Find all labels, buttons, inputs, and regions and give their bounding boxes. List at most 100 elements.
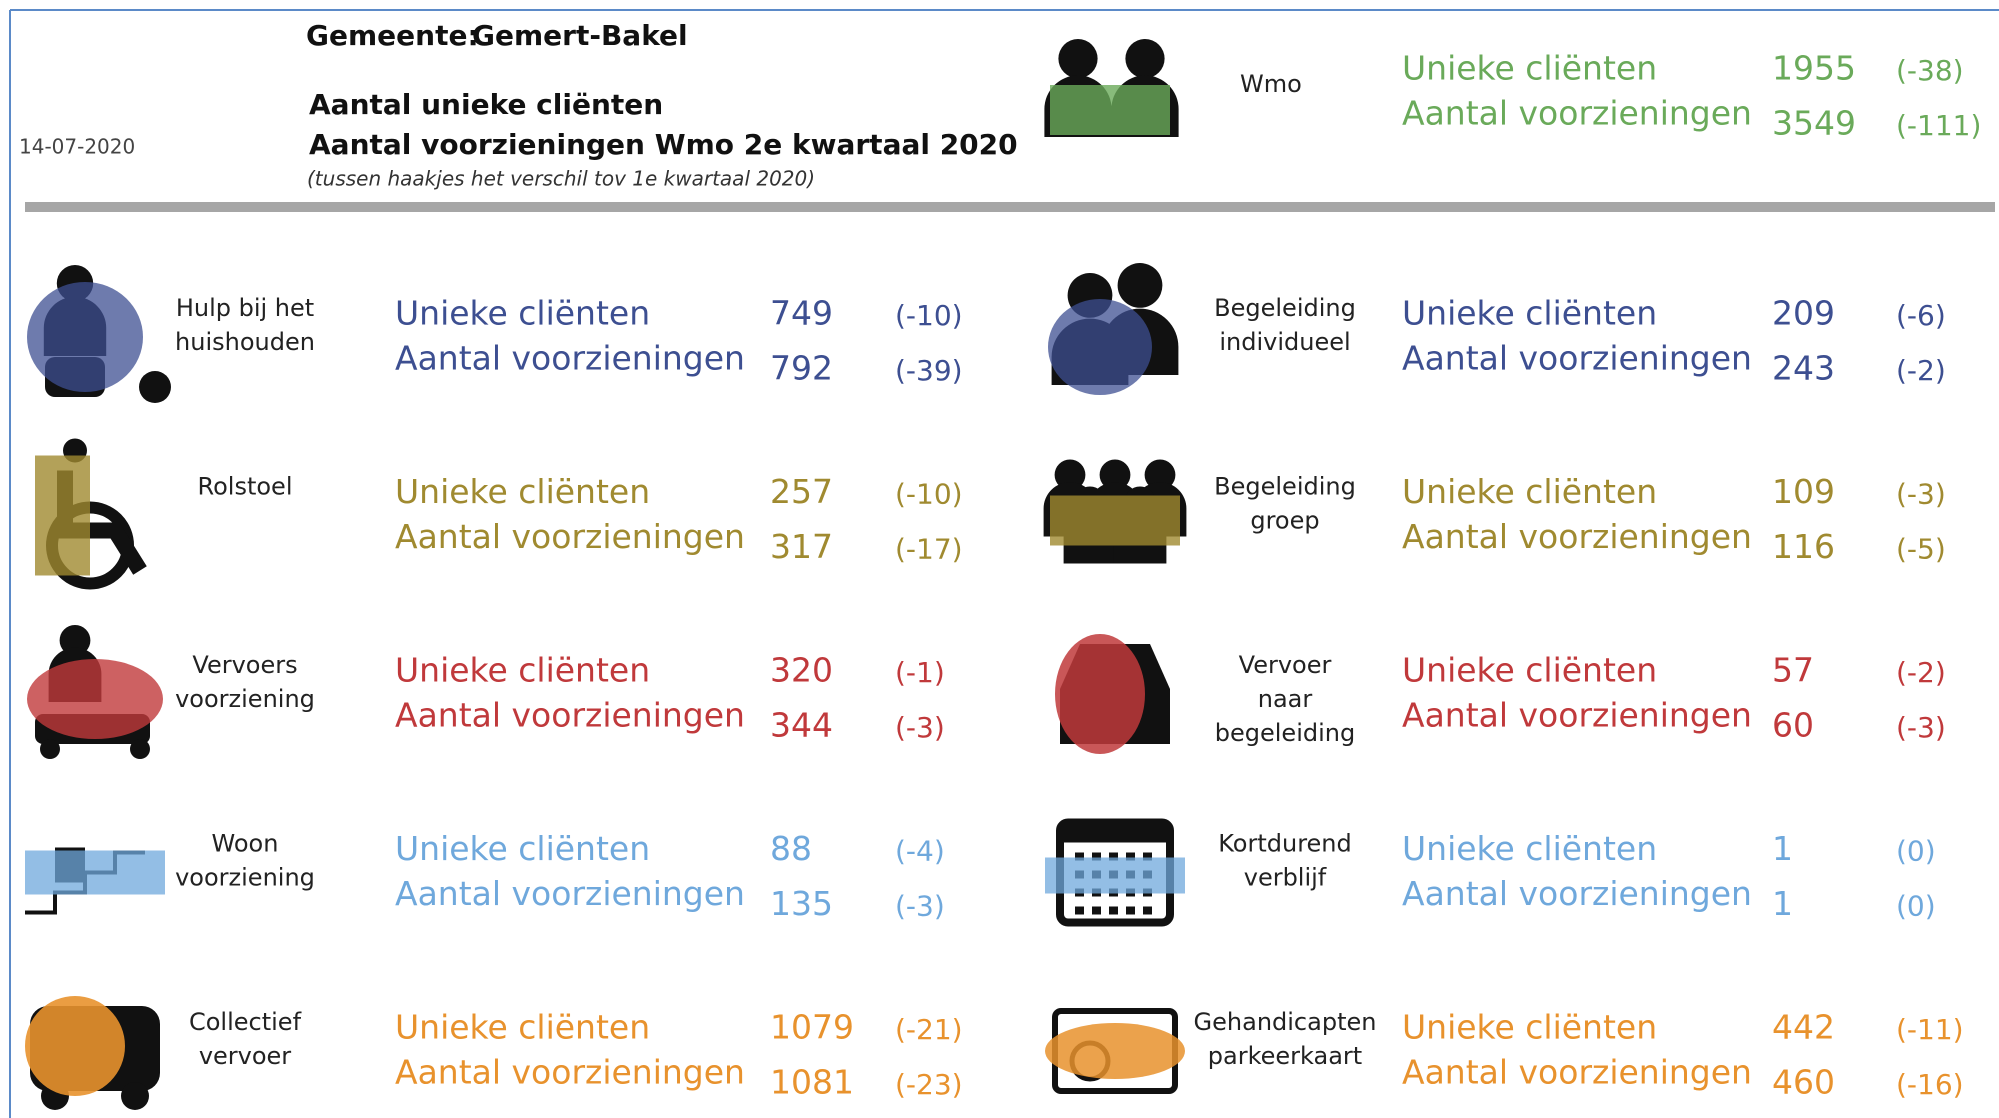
row-label: Unieke cliënten [1402, 829, 1657, 868]
row-diff: (-3) [895, 711, 945, 744]
icon-overlay [27, 659, 163, 739]
row-label: Unieke cliënten [395, 651, 650, 690]
icon-part [1126, 852, 1135, 861]
summary-label: Wmo [1240, 70, 1302, 98]
divider [25, 202, 1995, 212]
item-label: Gehandicapten [1194, 1008, 1377, 1036]
item-label: groep [1250, 507, 1319, 535]
item-icon [35, 438, 147, 590]
row-value: 1081 [770, 1063, 854, 1102]
item-label: voorziening [175, 685, 315, 713]
row-value: 317 [770, 527, 833, 566]
item-icon [25, 996, 160, 1110]
icon-part [1075, 852, 1084, 861]
row-diff: (-38) [1896, 54, 1964, 87]
item-label: verblijf [1244, 864, 1327, 892]
row-value: 109 [1772, 472, 1835, 511]
row-diff: (-2) [1896, 354, 1946, 387]
icon-part [1109, 906, 1118, 915]
row-label: Aantal voorzieningen [1402, 339, 1752, 378]
row-diff: (-21) [895, 1013, 963, 1046]
item-label: naar [1258, 685, 1313, 713]
title-line: Aantal unieke cliënten [309, 88, 663, 121]
item-label: Vervoers [192, 651, 297, 679]
row-diff: (-11) [1896, 1013, 1964, 1046]
row-diff: (-3) [895, 890, 945, 923]
row-label: Aantal voorzieningen [395, 874, 745, 913]
row-label: Aantal voorzieningen [1402, 696, 1752, 735]
row-value: 1 [1772, 829, 1793, 868]
icon-overlay [1055, 634, 1145, 754]
row-value: 1955 [1772, 49, 1856, 88]
item-label: begeleiding [1215, 719, 1355, 747]
row-diff: (-16) [1896, 1068, 1964, 1101]
row-label: Aantal voorzieningen [395, 1053, 745, 1092]
icon-part [40, 739, 60, 759]
icon-overlay [35, 455, 90, 576]
row-label: Unieke cliënten [395, 829, 650, 868]
row-value: 135 [770, 884, 833, 923]
icon-part [1144, 459, 1176, 491]
row-label: Aantal voorzieningen [1402, 94, 1752, 133]
row-value: 243 [1772, 349, 1835, 388]
item-label: Hulp bij het [176, 294, 314, 322]
row-diff: (-4) [895, 835, 945, 868]
icon-overlay [25, 850, 165, 895]
icon-part [1117, 263, 1163, 308]
row-value: 344 [770, 706, 833, 745]
item-icon [25, 847, 165, 915]
row-label: Unieke cliënten [395, 294, 650, 333]
icon-part [1099, 459, 1131, 491]
row-label: Unieke cliënten [1402, 651, 1657, 690]
row-value: 320 [770, 651, 833, 690]
row-diff: (0) [1896, 890, 1936, 923]
row-label: Unieke cliënten [395, 472, 650, 511]
row-label: Unieke cliënten [395, 1008, 650, 1047]
row-value: 88 [770, 829, 812, 868]
row-diff: (-2) [1896, 656, 1946, 689]
icon-part [1092, 906, 1101, 915]
row-label: Aantal voorzieningen [1402, 874, 1752, 913]
icon-part [1075, 906, 1084, 915]
row-value: 749 [770, 294, 833, 333]
row-value: 1079 [770, 1008, 854, 1047]
icon-part [1126, 906, 1135, 915]
row-value: 3549 [1772, 104, 1856, 143]
row-value: 1 [1772, 884, 1793, 923]
row-label: Unieke cliënten [1402, 49, 1657, 88]
icon-part [59, 625, 91, 656]
icon-part [1092, 852, 1101, 861]
icon-part [1058, 39, 1098, 79]
item-label: Begeleiding [1214, 473, 1356, 501]
row-label: Unieke cliënten [1402, 472, 1657, 511]
row-value: 460 [1772, 1063, 1835, 1102]
row-value: 442 [1772, 1008, 1835, 1047]
summary-icon [1044, 39, 1179, 137]
row-diff: (-23) [895, 1068, 963, 1101]
icon-part [1060, 822, 1170, 843]
row-diff: (-111) [1896, 109, 1981, 142]
row-diff: (-5) [1896, 533, 1946, 566]
item-label: Vervoer [1239, 651, 1332, 679]
item-icon [1055, 634, 1170, 754]
row-diff: (0) [1896, 835, 1936, 868]
municipality: Gemert-Bakel [472, 19, 688, 52]
row-diff: (-1) [895, 656, 945, 689]
item-label: individueel [1219, 328, 1350, 356]
item-label: Begeleiding [1214, 294, 1356, 322]
icon-overlay [1050, 85, 1170, 135]
item-icon [1048, 263, 1179, 395]
row-diff: (-17) [895, 533, 963, 566]
icon-part [1143, 906, 1152, 915]
icon-part [1143, 852, 1152, 861]
row-label: Aantal voorzieningen [395, 339, 745, 378]
row-label: Aantal voorzieningen [395, 696, 745, 735]
icon-overlay [1048, 299, 1152, 395]
item-label: vervoer [199, 1042, 291, 1070]
item-label: Rolstoel [198, 473, 293, 501]
icon-part [121, 1082, 149, 1110]
date: 14-07-2020 [19, 135, 135, 159]
row-value: 116 [1772, 527, 1835, 566]
row-value: 257 [770, 472, 833, 511]
